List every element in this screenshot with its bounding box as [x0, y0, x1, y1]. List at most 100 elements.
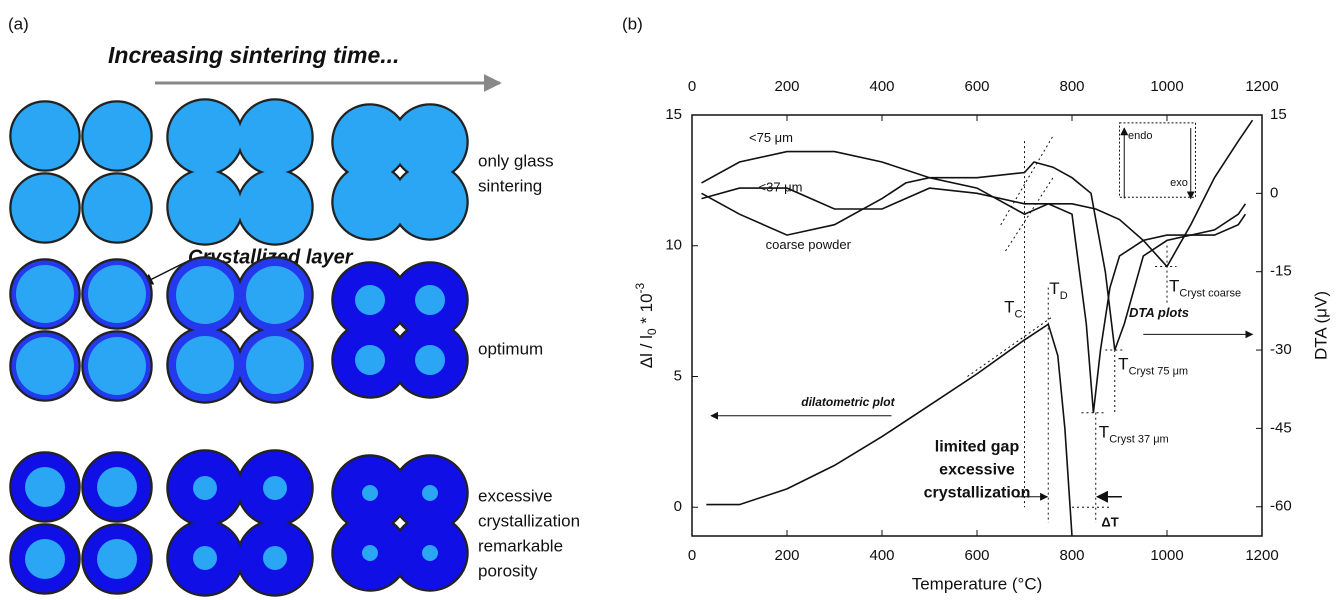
y2-tick-label: -60	[1270, 498, 1292, 515]
y-axis-title-mid: * 10	[637, 293, 656, 328]
row-label: only glass	[478, 151, 554, 170]
row-label: remarkable	[478, 536, 563, 555]
particle	[168, 170, 242, 244]
endo-label: endo	[1128, 130, 1152, 142]
x2-tick-label: 800	[1059, 78, 1084, 95]
particle-core	[246, 266, 304, 324]
x2-tick-label: 1000	[1150, 78, 1183, 95]
temperature-label-sub: C	[1015, 308, 1023, 320]
series-line	[701, 150, 1247, 351]
x2-tick-label: 0	[688, 78, 696, 95]
y2-axis-title: DTA (μV)	[1311, 291, 1330, 360]
x2-tick-label: 400	[869, 78, 894, 95]
particle	[333, 105, 407, 179]
particle-core	[415, 285, 445, 315]
delta-t-label: ΔT	[1101, 514, 1118, 529]
temperature-label-sub: Cryst 37 μm	[1109, 434, 1169, 446]
temperature-label: TCryst 75 μm	[1118, 355, 1188, 377]
series-label: coarse powder	[766, 237, 852, 252]
panel-a: (a) Increasing sintering time... Crystal…	[8, 14, 580, 597]
panel-label: (b)	[622, 14, 643, 33]
row-label: crystallization	[478, 511, 580, 530]
guide-line	[1000, 135, 1054, 226]
x2-tick-label: 200	[774, 78, 799, 95]
particle	[238, 100, 312, 174]
particle-core	[263, 546, 287, 570]
gap-label: excessive	[939, 461, 1015, 478]
particle-clusters	[9, 98, 469, 597]
panel-label: (a)	[8, 14, 29, 33]
temperature-label-main: T	[1049, 280, 1059, 299]
particle-core	[415, 345, 445, 375]
exo-label: exo	[1170, 177, 1188, 189]
particle-core	[362, 545, 378, 561]
y-axis-title-main: Δl / l	[637, 335, 656, 368]
x-tick-label: 1000	[1150, 547, 1183, 564]
particle-core	[193, 476, 217, 500]
temperature-label-main: T	[1169, 277, 1179, 296]
y-tick-label: 15	[665, 106, 682, 123]
y-axis-title: Δl / l0 * 10-3	[633, 282, 659, 368]
row-label: porosity	[478, 561, 538, 580]
gap-label: limited gap	[935, 438, 1020, 455]
temperature-label-main: T	[1004, 298, 1014, 317]
particle	[11, 102, 79, 170]
temperature-label: TCryst 37 μm	[1099, 423, 1169, 445]
particle-core	[263, 476, 287, 500]
particle	[393, 105, 467, 179]
particle	[238, 170, 312, 244]
particle-core	[25, 539, 65, 579]
guide-line	[967, 315, 1054, 377]
y-tick-label: 10	[665, 237, 682, 254]
temperature-label: TD	[1049, 280, 1067, 302]
y-tick-label: 5	[674, 367, 682, 384]
temperature-label-sub: Cryst 75 μm	[1129, 366, 1189, 378]
particle	[11, 174, 79, 242]
particle-core	[355, 285, 385, 315]
temperature-label: TCryst coarse	[1169, 277, 1241, 299]
dta-label: DTA plots	[1129, 305, 1189, 320]
x-tick-label: 600	[964, 547, 989, 564]
temperature-label-sub: Cryst coarse	[1179, 287, 1241, 299]
particle-core	[97, 539, 137, 579]
y-axis-title-sup: -3	[633, 282, 647, 293]
particle	[393, 165, 467, 239]
y2-tick-label: 15	[1270, 106, 1287, 123]
particle-core	[97, 467, 137, 507]
particle-core	[176, 336, 234, 394]
series-line	[706, 322, 1073, 537]
endo-exo-box	[1119, 122, 1196, 198]
temperature-label-main: T	[1099, 423, 1109, 442]
x-tick-label: 0	[688, 547, 696, 564]
particle	[83, 174, 151, 242]
particle-core	[362, 485, 378, 501]
x2-tick-label: 1200	[1245, 78, 1278, 95]
x-axis-title: Temperature (°C)	[912, 574, 1043, 593]
particle-core	[16, 337, 74, 395]
guide-line	[1005, 177, 1054, 252]
particle-core	[193, 546, 217, 570]
series-label: <75 μm	[749, 130, 793, 145]
x2-tick-label: 600	[964, 78, 989, 95]
row-label: excessive	[478, 486, 553, 505]
y2-tick-label: 0	[1270, 184, 1278, 201]
particle-core	[355, 345, 385, 375]
y-axis-title-sub: 0	[645, 328, 659, 335]
particle-core	[88, 265, 146, 323]
particle	[168, 100, 242, 174]
particle-core	[422, 485, 438, 501]
particle-core	[88, 337, 146, 395]
y-tick-label: 0	[674, 498, 682, 515]
particle	[83, 102, 151, 170]
particle-core	[176, 266, 234, 324]
particle-core	[16, 265, 74, 323]
temperature-label-sub: D	[1060, 290, 1068, 302]
x-tick-label: 800	[1059, 547, 1084, 564]
y2-tick-label: -30	[1270, 341, 1292, 358]
x-tick-label: 200	[774, 547, 799, 564]
row-label: optimum	[478, 339, 543, 358]
series-line	[701, 119, 1254, 268]
temperature-label-main: T	[1118, 355, 1128, 374]
